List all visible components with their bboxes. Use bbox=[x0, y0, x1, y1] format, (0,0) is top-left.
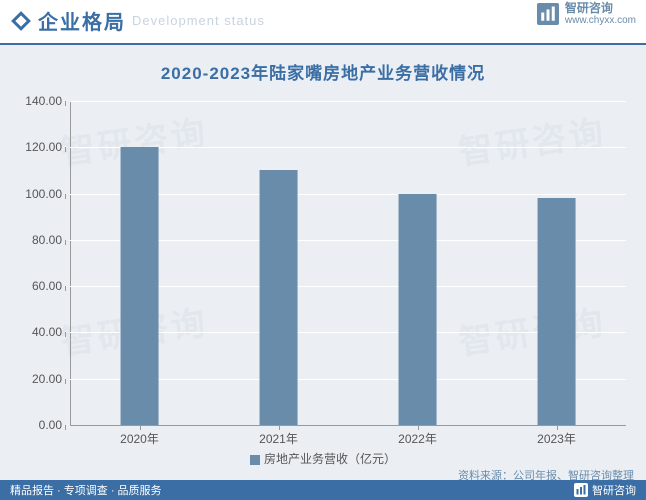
y-axis-label: 120.00 bbox=[12, 140, 62, 154]
plot-region: 0.0020.0040.0060.0080.00100.00120.00140.… bbox=[70, 101, 626, 425]
footer: 精品报告 · 专项调查 · 品质服务 智研咨询 bbox=[0, 480, 646, 500]
bar bbox=[398, 194, 437, 425]
y-axis-label: 80.00 bbox=[12, 233, 62, 247]
y-axis-label: 0.00 bbox=[12, 418, 62, 432]
y-tick bbox=[65, 240, 66, 245]
legend: 房地产业务营收（亿元） bbox=[0, 450, 646, 467]
y-axis-label: 140.00 bbox=[12, 94, 62, 108]
y-axis bbox=[70, 101, 71, 425]
brand-text: 智研咨询 www.chyxx.com bbox=[565, 2, 636, 26]
brand-logo-icon bbox=[537, 3, 559, 25]
y-tick bbox=[65, 425, 66, 430]
y-tick bbox=[65, 286, 66, 291]
grid-line bbox=[70, 101, 626, 102]
footer-brand: 智研咨询 bbox=[592, 482, 636, 498]
legend-label: 房地产业务营收（亿元） bbox=[264, 452, 396, 466]
y-tick bbox=[65, 101, 66, 106]
brand-name: 智研咨询 bbox=[565, 2, 636, 15]
y-tick bbox=[65, 379, 66, 384]
x-axis-label: 2022年 bbox=[398, 430, 437, 447]
bar bbox=[120, 147, 159, 425]
y-axis-label: 40.00 bbox=[12, 325, 62, 339]
y-tick bbox=[65, 194, 66, 199]
legend-swatch bbox=[250, 455, 260, 465]
x-axis-label: 2020年 bbox=[120, 430, 159, 447]
x-axis-label: 2023年 bbox=[537, 430, 576, 447]
brand-block: 智研咨询 www.chyxx.com bbox=[537, 2, 636, 26]
footer-right: 智研咨询 bbox=[574, 482, 636, 498]
footer-logo-icon bbox=[574, 483, 588, 497]
x-axis bbox=[70, 425, 626, 426]
footer-left: 精品报告 · 专项调查 · 品质服务 bbox=[10, 482, 162, 498]
x-axis-label: 2021年 bbox=[259, 430, 298, 447]
bar bbox=[537, 198, 576, 425]
y-axis-label: 100.00 bbox=[12, 187, 62, 201]
y-axis-label: 60.00 bbox=[12, 279, 62, 293]
chart-title: 2020-2023年陆家嘴房地产业务营收情况 bbox=[0, 45, 646, 90]
y-tick bbox=[65, 332, 66, 337]
header-subtitle: Development status bbox=[132, 13, 265, 28]
chart-area: 2020-2023年陆家嘴房地产业务营收情况 智研咨询 智研咨询 智研咨询 智研… bbox=[0, 45, 646, 487]
header-title: 企业格局 bbox=[38, 6, 126, 35]
bar bbox=[259, 170, 298, 425]
header: 企业格局 Development status 智研咨询 www.chyxx.c… bbox=[0, 0, 646, 45]
y-axis-label: 20.00 bbox=[12, 372, 62, 386]
diamond-icon bbox=[11, 11, 31, 31]
root: 企业格局 Development status 智研咨询 www.chyxx.c… bbox=[0, 0, 646, 500]
y-tick bbox=[65, 147, 66, 152]
brand-url: www.chyxx.com bbox=[565, 15, 636, 26]
